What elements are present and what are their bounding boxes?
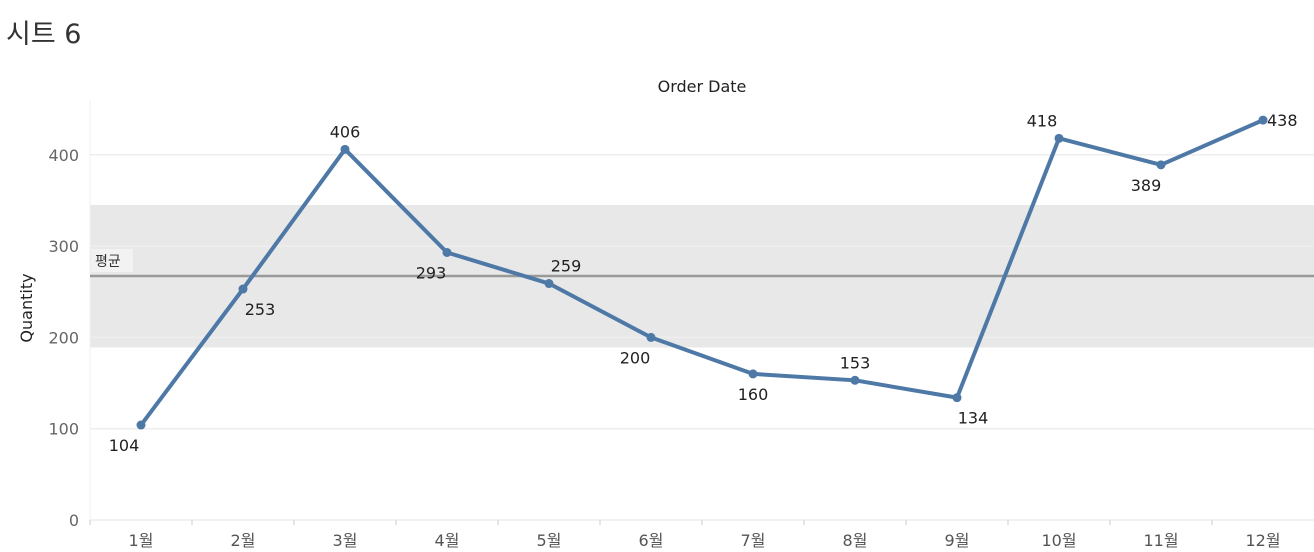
x-tick-labels: 1월 2월 3월 4월 5월 6월 7월 8월 9월 10월 11월 12월: [89, 520, 1281, 550]
y-tick-label: 300: [48, 237, 79, 256]
data-point: [748, 369, 758, 379]
x-tick-label: 1월: [129, 531, 154, 550]
x-tick-label: 6월: [639, 531, 664, 550]
x-tick-label: 10월: [1041, 531, 1076, 550]
data-point: [646, 332, 656, 342]
sheet-title: 시트 6: [6, 19, 82, 50]
data-label: 134: [958, 409, 989, 428]
x-tick-label: 2월: [231, 531, 256, 550]
average-label: 평균: [95, 254, 121, 270]
data-label: 293: [416, 263, 447, 282]
x-tick-label: 5월: [537, 531, 562, 550]
y-tick-labels: 0 100 200 300 400: [48, 146, 79, 530]
x-tick-label: 3월: [333, 531, 358, 550]
gridlines: [90, 154, 1314, 430]
data-point: [544, 279, 554, 289]
average-label-background: [91, 248, 133, 272]
data-point: [340, 144, 350, 154]
data-point: [952, 393, 962, 403]
data-point: [850, 375, 860, 385]
data-label: 160: [738, 385, 769, 404]
y-tick-label: 100: [48, 420, 79, 439]
x-axis-title: Order Date: [658, 77, 747, 96]
data-point: [1054, 133, 1064, 143]
y-tick-label: 0: [69, 511, 79, 530]
y-axis-title: Quantity: [17, 273, 36, 342]
x-tick-label: 11월: [1143, 531, 1178, 550]
x-tick-label: 4월: [435, 531, 460, 550]
x-tick-label: 9월: [945, 531, 970, 550]
data-label: 438: [1267, 111, 1298, 130]
x-tick-label: 7월: [741, 531, 766, 550]
data-label: 259: [551, 257, 582, 276]
data-point: [1156, 160, 1166, 170]
data-points: [136, 115, 1268, 430]
data-point: [442, 247, 452, 257]
data-label: 153: [840, 353, 871, 372]
data-point: [1258, 115, 1268, 125]
data-label: 389: [1131, 176, 1162, 195]
x-tick-label: 12월: [1245, 531, 1280, 550]
data-point: [238, 284, 248, 294]
data-label: 406: [330, 122, 361, 141]
data-label: 104: [109, 436, 140, 455]
data-label: 418: [1027, 111, 1058, 130]
data-label: 200: [620, 348, 651, 367]
series-line: [139, 118, 1264, 427]
data-label: 253: [245, 300, 276, 319]
data-labels: 104 253 406 293 259 200 160 153 134 418 389 438: [109, 111, 1298, 455]
x-tick-label: 8월: [843, 531, 868, 550]
data-point: [136, 420, 146, 430]
y-tick-label: 400: [48, 146, 79, 165]
y-tick-label: 200: [48, 328, 79, 347]
